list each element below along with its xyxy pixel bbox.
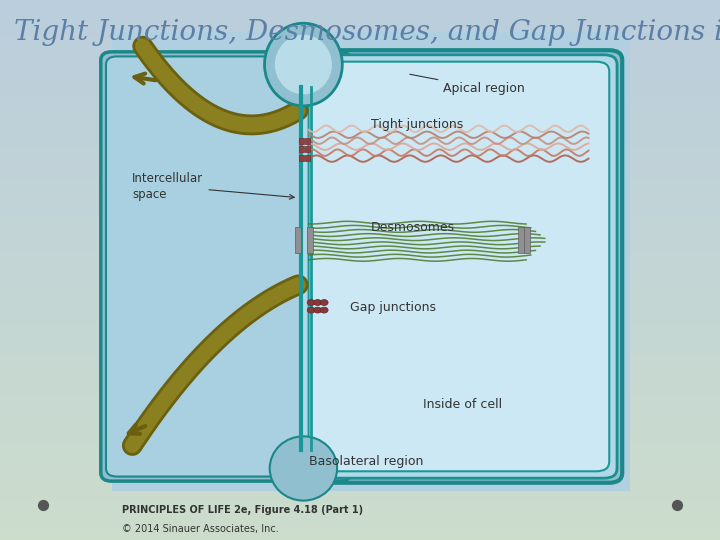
Bar (518, 227, 524, 253)
Text: Tight junctions: Tight junctions (371, 118, 463, 131)
Circle shape (320, 307, 328, 313)
Bar (300, 138, 305, 144)
Bar (112, 32, 630, 491)
Circle shape (320, 300, 328, 306)
Bar (305, 146, 310, 152)
Text: PRINCIPLES OF LIFE 2e, Figure 4.18 (Part 1): PRINCIPLES OF LIFE 2e, Figure 4.18 (Part… (122, 505, 363, 515)
Text: Apical region: Apical region (410, 74, 525, 95)
Circle shape (314, 300, 322, 306)
FancyBboxPatch shape (301, 55, 617, 478)
Ellipse shape (264, 23, 342, 106)
FancyBboxPatch shape (309, 62, 609, 471)
Text: Gap junctions: Gap junctions (350, 301, 436, 314)
Bar (295, 227, 301, 253)
Text: Inside of cell: Inside of cell (423, 397, 502, 411)
Text: © 2014 Sinauer Associates, Inc.: © 2014 Sinauer Associates, Inc. (122, 524, 279, 534)
Ellipse shape (275, 35, 332, 94)
Text: Tight Junctions, Desmosomes, and Gap Junctions in Animal Cells: Tight Junctions, Desmosomes, and Gap Jun… (14, 19, 720, 46)
Text: Basolateral region: Basolateral region (309, 455, 423, 468)
FancyBboxPatch shape (101, 52, 351, 481)
Circle shape (307, 307, 315, 313)
Circle shape (307, 300, 315, 306)
Bar (300, 155, 305, 161)
Ellipse shape (270, 436, 337, 501)
Circle shape (314, 307, 322, 313)
Bar (307, 227, 312, 253)
Point (37, 501, 49, 509)
Bar (305, 155, 310, 161)
Point (671, 501, 683, 509)
Bar (524, 227, 530, 253)
Text: Intercellular
space: Intercellular space (132, 172, 294, 201)
FancyBboxPatch shape (296, 50, 622, 483)
Bar (305, 138, 310, 144)
Bar (300, 146, 305, 152)
Text: Desmosomes: Desmosomes (371, 221, 455, 234)
FancyBboxPatch shape (106, 56, 346, 476)
